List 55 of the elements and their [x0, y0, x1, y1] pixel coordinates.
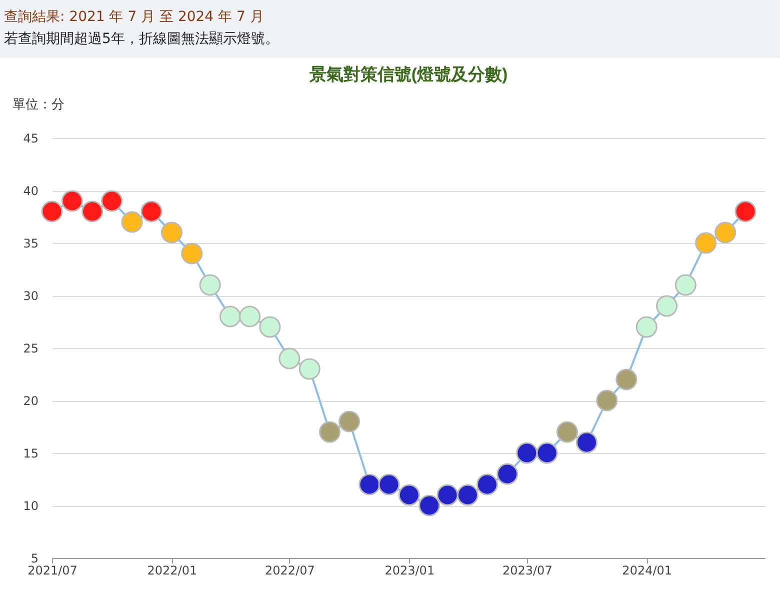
point: [298, 358, 320, 380]
x-tick-label: 2022/07: [265, 564, 315, 578]
point: [436, 484, 458, 506]
y-tick-label: 35: [23, 236, 38, 250]
point: [576, 432, 598, 454]
point: [61, 190, 83, 212]
y-tick-label: 45: [23, 132, 38, 146]
x-tick-label: 2021/07: [28, 564, 78, 578]
point: [319, 421, 341, 443]
chart-title: 景氣對策信號(燈號及分數): [308, 65, 508, 84]
y-axis-title: 單位：分: [12, 98, 64, 112]
point: [41, 200, 63, 222]
point: [181, 242, 203, 264]
point: [516, 442, 538, 464]
point: [220, 306, 241, 328]
y-tick-label: 20: [23, 394, 38, 408]
point: [140, 200, 162, 222]
point: [82, 200, 104, 222]
text: 查詢結果: 2021 年 7 月 至 2024 年 7 月: [4, 8, 265, 27]
point: [734, 200, 756, 222]
point: [338, 410, 360, 432]
point: [398, 484, 420, 506]
y-tick-label: 40: [23, 184, 38, 198]
point: [536, 442, 558, 464]
point: [278, 348, 300, 370]
point: [418, 494, 440, 516]
point: [616, 368, 638, 390]
point: [239, 306, 261, 328]
point: [378, 474, 400, 496]
y-tick-label: 5: [30, 552, 38, 566]
point: [556, 421, 578, 443]
text: 若查詢期間超過5年，折線圖無法顯示燈號。: [4, 30, 280, 49]
point: [199, 274, 221, 296]
point: [636, 316, 658, 338]
point: [456, 484, 478, 506]
x-tick-label: 2023/07: [502, 564, 552, 578]
point: [476, 474, 498, 496]
point: [259, 316, 281, 338]
y-tick-label: 25: [23, 342, 38, 356]
point: [496, 463, 518, 485]
point: [596, 390, 618, 412]
y-tick-label: 10: [23, 499, 38, 513]
point: [101, 190, 123, 212]
point: [714, 222, 736, 244]
point: [121, 211, 143, 233]
y-tick-label: 15: [23, 446, 38, 460]
point: [695, 232, 717, 254]
x-tick-label: 2023/01: [384, 564, 435, 578]
y-tick-label: 30: [23, 289, 38, 303]
x-tick-label: 2024/01: [622, 564, 672, 578]
point: [656, 295, 678, 317]
point: [160, 222, 182, 244]
x-tick-label: 2022/01: [147, 564, 198, 578]
point: [358, 474, 380, 496]
point: [674, 274, 696, 296]
